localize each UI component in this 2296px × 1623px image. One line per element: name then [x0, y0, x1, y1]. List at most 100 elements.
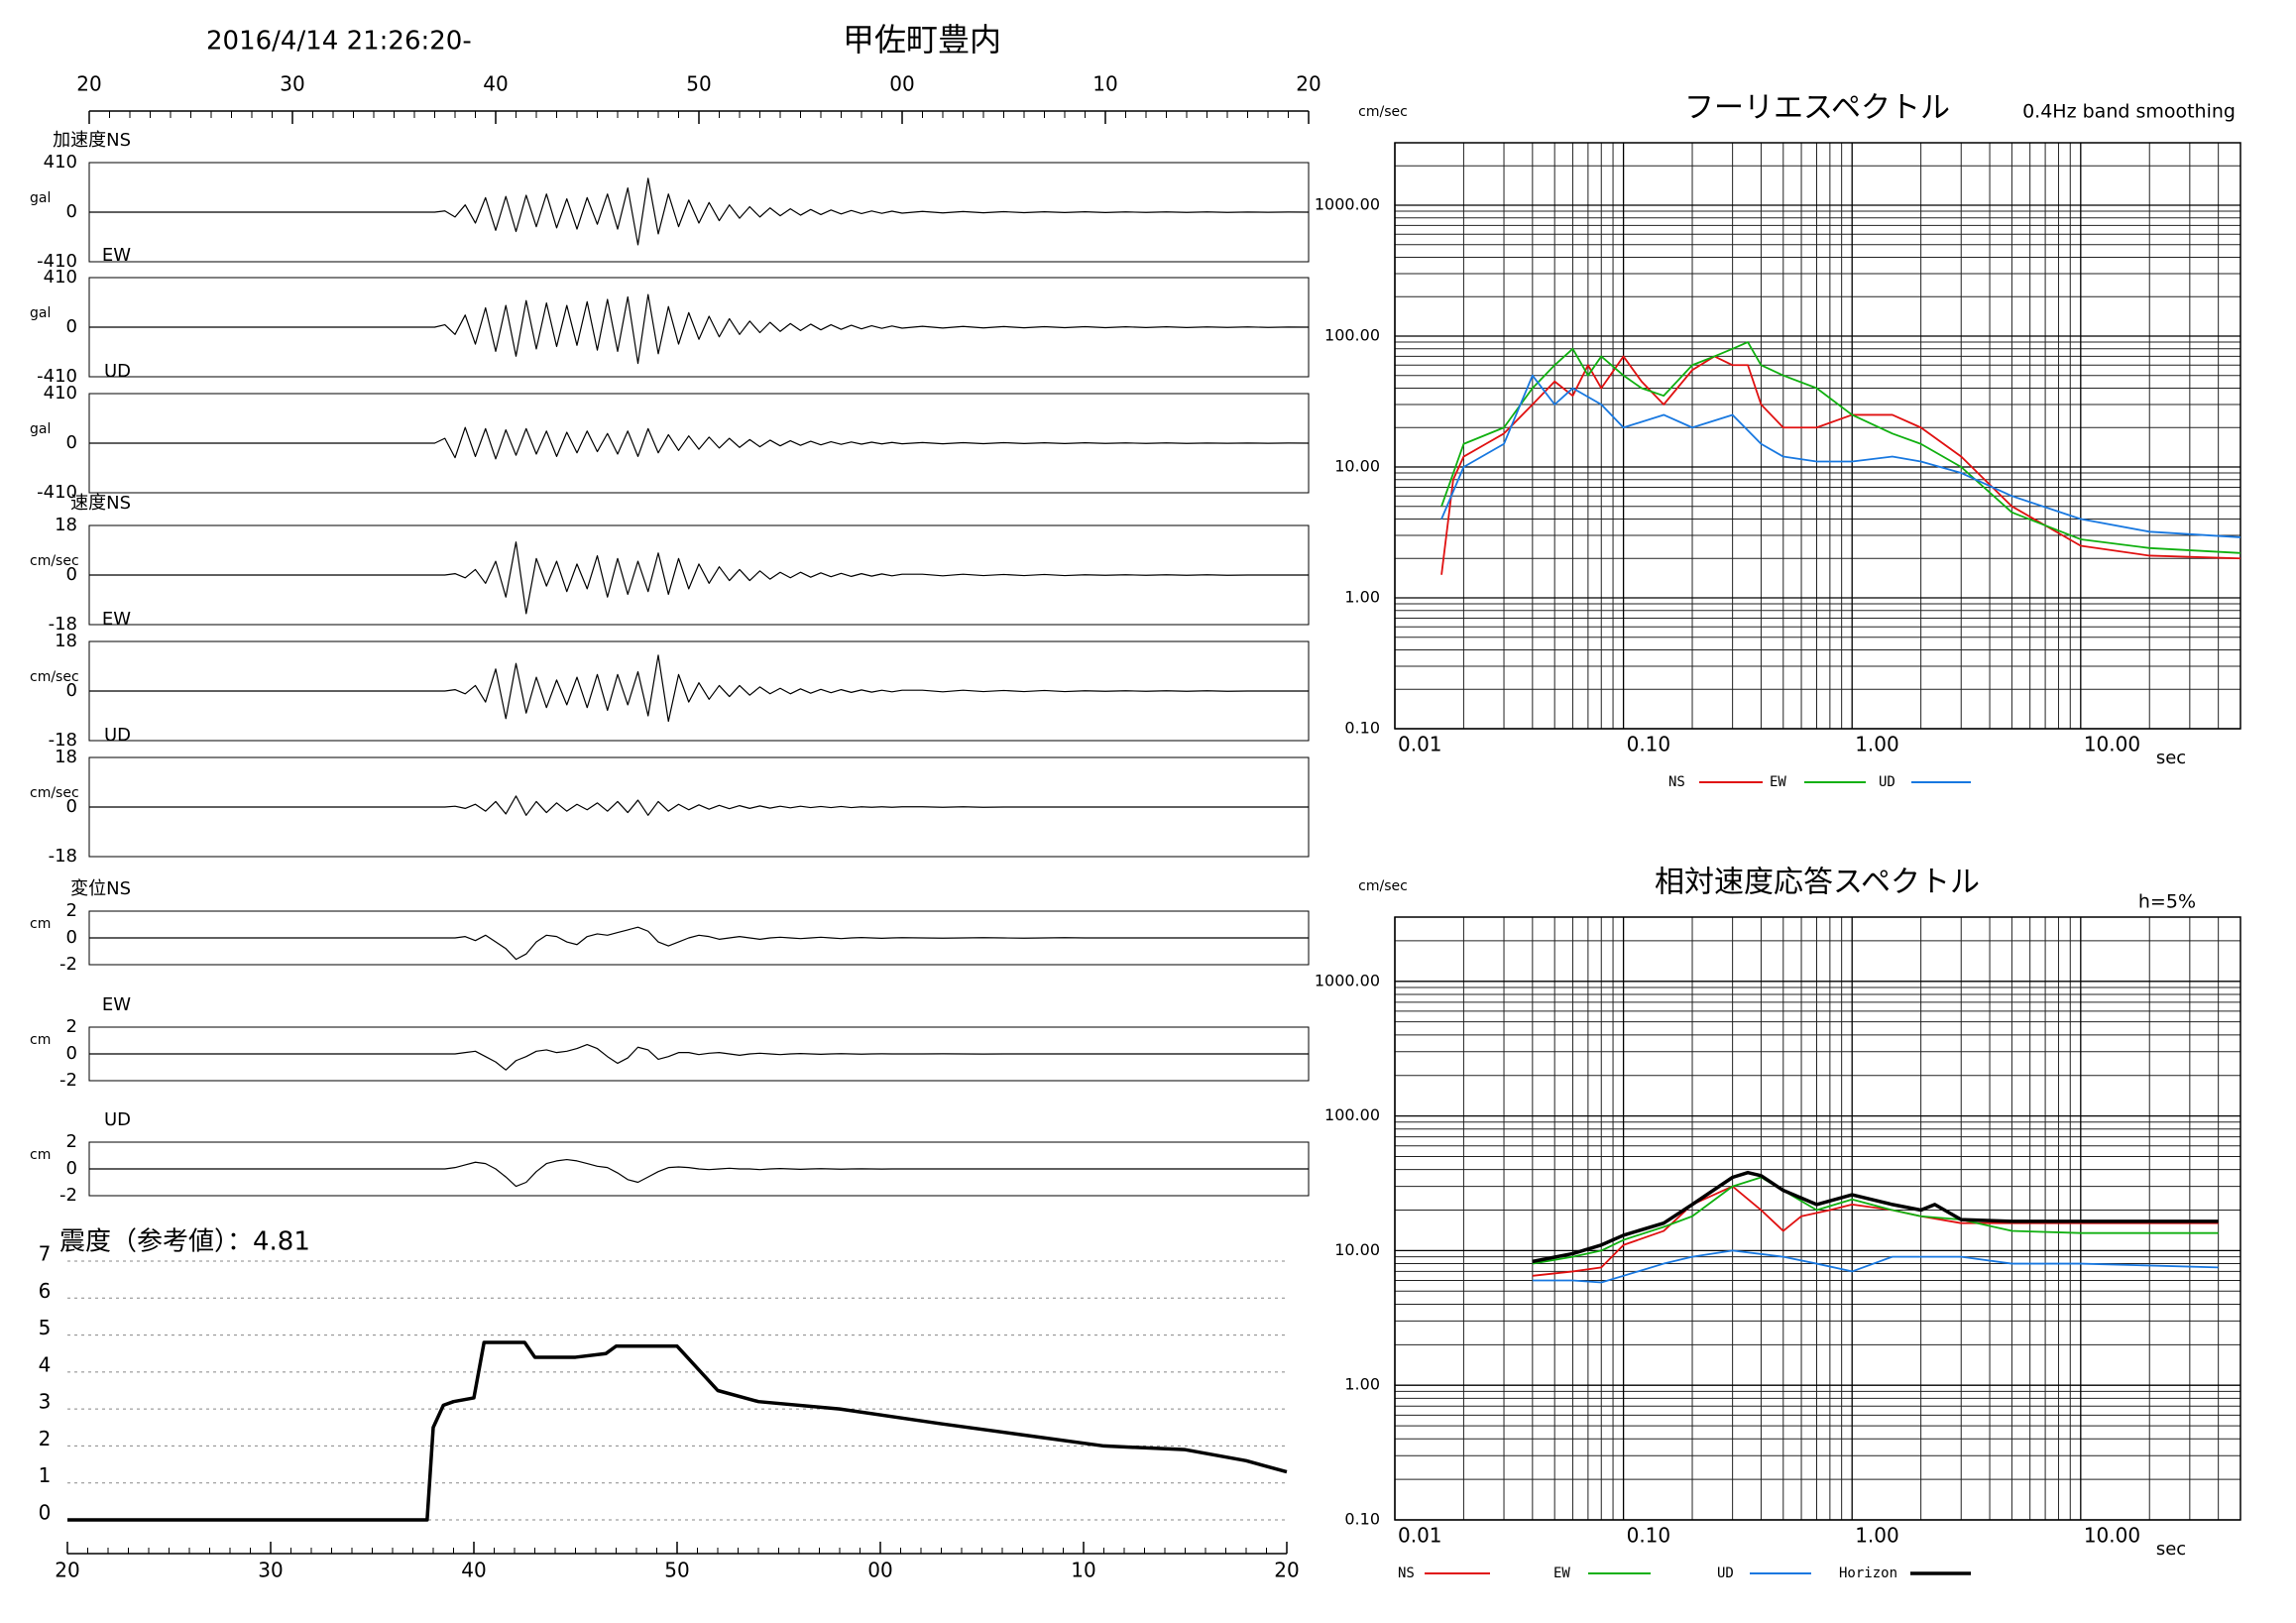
- unit-label: cm/sec: [30, 785, 79, 801]
- spectrum-line: [1532, 1185, 2219, 1277]
- chart-subtitle: 0.4Hz band smoothing: [2022, 101, 2236, 123]
- y-tick-label: 0: [39, 1501, 52, 1525]
- waveform-trace: [89, 1158, 1309, 1188]
- y-tick-label: 0: [66, 927, 77, 948]
- station: 甲佐町豊内: [843, 21, 1001, 58]
- x-tick-label: 0.01: [1398, 733, 1442, 756]
- y-tick-label: 410: [44, 152, 77, 173]
- legend-label: UD: [1879, 774, 1895, 790]
- y-tick-label: 18: [55, 747, 77, 767]
- y-tick-label: 0: [66, 1158, 77, 1179]
- x-tick-label: 0.10: [1627, 733, 1671, 756]
- plot-frame: [1394, 142, 2241, 730]
- y-tick-label: 1.00: [1344, 1375, 1380, 1394]
- y-tick-label: 1000.00: [1315, 194, 1380, 213]
- y-tick-label: 1: [39, 1463, 52, 1487]
- y-tick-label: 100.00: [1324, 325, 1380, 344]
- x-tick-label: 1.00: [1855, 1524, 1899, 1548]
- y-tick-label: 10.00: [1334, 456, 1380, 475]
- y-tick-label: 0: [66, 432, 77, 453]
- y-tick-label: -18: [49, 846, 77, 867]
- y-tick-label: -2: [59, 1185, 77, 1206]
- x-tick-label: 50: [686, 72, 711, 96]
- y-tick-label: 0: [66, 796, 77, 817]
- y-axis-label: cm/sec: [1358, 104, 1408, 120]
- intensity-line: [67, 1340, 1288, 1522]
- panel-label: 速度NS: [70, 493, 131, 514]
- waveform-trace: [89, 541, 1309, 615]
- chart-title: フーリエスペクトル: [1684, 91, 1950, 126]
- y-axis-label: cm/sec: [1358, 878, 1408, 894]
- spectrum-line: [1532, 1249, 2219, 1284]
- panel-label: EW: [102, 994, 131, 1015]
- x-tick-label: 00: [867, 1559, 892, 1582]
- spectrum-line: [1440, 374, 2241, 538]
- legend-label: NS: [1398, 1565, 1415, 1581]
- y-tick-label: -410: [37, 366, 77, 387]
- legend-label: Horizon: [1839, 1565, 1897, 1581]
- waveform-trace: [89, 654, 1309, 723]
- x-tick-label: 1.00: [1855, 733, 1899, 756]
- y-tick-label: -18: [49, 614, 77, 635]
- unit-label: cm/sec: [30, 553, 79, 569]
- panel-label: UD: [104, 725, 131, 746]
- x-tick-label: 10.00: [2084, 733, 2140, 756]
- y-tick-label: 0.10: [1344, 1510, 1380, 1529]
- spectrum-line: [1532, 1170, 2219, 1264]
- y-tick-label: 6: [39, 1279, 52, 1303]
- unit-label: gal: [30, 190, 51, 206]
- y-tick-label: 2: [66, 1016, 77, 1037]
- x-tick-label: 20: [1296, 72, 1320, 96]
- unit-label: cm: [30, 1032, 51, 1048]
- unit-label: cm: [30, 1147, 51, 1163]
- y-tick-label: 3: [39, 1390, 52, 1414]
- y-tick-label: 7: [39, 1242, 52, 1266]
- unit-label: gal: [30, 421, 51, 437]
- x-tick-label: 10: [1092, 72, 1117, 96]
- waveform-trace: [89, 426, 1310, 460]
- y-tick-label: 4: [39, 1352, 52, 1376]
- legend-label: UD: [1717, 1565, 1734, 1581]
- y-tick-label: -410: [37, 251, 77, 272]
- spectrum-line: [1440, 341, 2241, 554]
- datetime: 2016/4/14 21:26:20-: [206, 27, 472, 57]
- x-tick-label: 0.01: [1398, 1524, 1442, 1548]
- y-tick-label: 0: [66, 201, 77, 222]
- panel-label: 加速度NS: [53, 130, 131, 151]
- chart-title: 相対速度応答スペクトル: [1655, 866, 1980, 900]
- waveform-trace: [89, 293, 1310, 365]
- y-tick-label: 5: [39, 1316, 52, 1339]
- chart-subtitle: h=5%: [2138, 891, 2196, 913]
- y-tick-label: 0: [66, 316, 77, 337]
- x-tick-label: 10.00: [2084, 1524, 2140, 1548]
- x-tick-label: 30: [280, 72, 304, 96]
- panel-label: UD: [104, 1109, 131, 1130]
- x-tick-label: 30: [258, 1559, 283, 1582]
- y-tick-label: 410: [44, 383, 77, 404]
- chart-title: 震度（参考値）：4.81: [59, 1227, 310, 1257]
- x-tick-label: 40: [483, 72, 508, 96]
- y-tick-label: 100.00: [1324, 1105, 1380, 1124]
- y-tick-label: 0.10: [1344, 719, 1380, 738]
- waveform-trace: [89, 1043, 1309, 1071]
- y-tick-label: -410: [37, 482, 77, 503]
- panel-label: UD: [104, 361, 131, 382]
- x-axis-label: sec: [2156, 748, 2186, 768]
- y-tick-label: 1000.00: [1315, 971, 1380, 989]
- panel-label: EW: [102, 245, 131, 266]
- y-tick-label: -2: [59, 954, 77, 975]
- unit-label: cm: [30, 916, 51, 932]
- x-tick-label: 0.10: [1627, 1524, 1671, 1548]
- x-tick-label: 20: [55, 1559, 79, 1582]
- y-tick-label: 18: [55, 515, 77, 535]
- x-tick-label: 50: [664, 1559, 689, 1582]
- x-tick-label: 10: [1071, 1559, 1095, 1582]
- legend-label: EW: [1770, 774, 1786, 790]
- y-tick-label: 1.00: [1344, 587, 1380, 606]
- x-axis-label: sec: [2156, 1539, 2186, 1560]
- waveform-trace: [89, 926, 1309, 961]
- x-tick-label: 00: [889, 72, 914, 96]
- unit-label: gal: [30, 305, 51, 321]
